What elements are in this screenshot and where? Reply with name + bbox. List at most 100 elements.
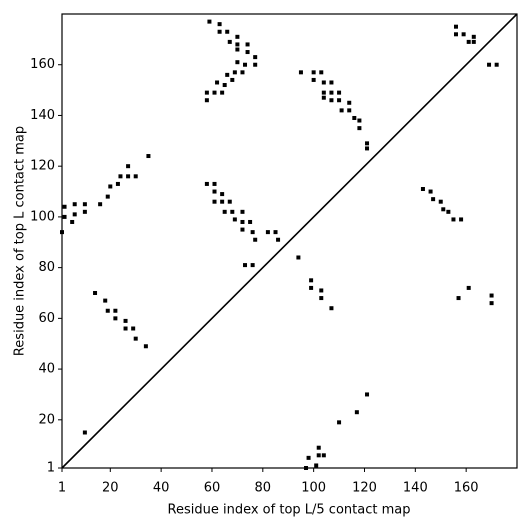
contact-point <box>248 219 253 224</box>
contact-point <box>215 80 220 85</box>
contact-point <box>253 62 258 67</box>
contact-point <box>459 217 464 222</box>
contact-point <box>298 70 303 75</box>
contact-point <box>240 70 245 75</box>
contact-point <box>420 187 425 192</box>
contact-point <box>329 80 334 85</box>
contact-point <box>245 50 250 55</box>
x-axis-label: Residue index of top L/5 contact map <box>168 503 411 518</box>
contact-point <box>265 230 270 235</box>
y-tick-label: 60 <box>38 311 55 326</box>
contact-point <box>461 32 466 37</box>
contact-point <box>441 207 446 212</box>
contact-point <box>339 108 344 113</box>
contact-point <box>133 336 138 341</box>
contact-point <box>118 174 123 179</box>
contact-point <box>62 204 67 209</box>
contact-point <box>316 453 321 458</box>
contact-point <box>245 42 250 47</box>
contact-point <box>438 199 443 204</box>
contact-point <box>204 98 209 103</box>
contact-point <box>225 72 230 77</box>
contact-point <box>354 410 359 415</box>
contact-point <box>347 108 352 113</box>
contact-point <box>494 62 499 67</box>
contact-point <box>240 209 245 214</box>
x-tick-label: 20 <box>102 481 119 496</box>
contact-point <box>306 455 311 460</box>
x-tick-label: 140 <box>403 481 428 496</box>
contact-point <box>428 189 433 194</box>
y-tick-label: 100 <box>30 209 55 224</box>
y-axis-label: Residue index of top L contact map <box>13 126 28 356</box>
contact-point <box>321 453 326 458</box>
contact-point <box>466 285 471 290</box>
x-tick-label: 100 <box>301 481 326 496</box>
contact-point <box>204 181 209 186</box>
y-tick-label: 120 <box>30 159 55 174</box>
contact-point <box>319 70 324 75</box>
x-tick-label: 160 <box>454 481 479 496</box>
contact-point <box>72 212 77 217</box>
contact-point <box>227 39 232 44</box>
contact-point <box>222 209 227 214</box>
contact-point <box>316 445 321 450</box>
contact-point <box>329 90 334 95</box>
y-tick-label: 40 <box>38 362 55 377</box>
contact-point <box>296 255 301 260</box>
contact-point <box>243 62 248 67</box>
contact-point <box>365 146 370 151</box>
y-tick-label: 80 <box>38 260 55 275</box>
contact-point <box>357 118 362 123</box>
contact-point <box>235 34 240 39</box>
contact-point <box>240 219 245 224</box>
contact-point <box>304 466 309 470</box>
contact-point <box>273 230 278 235</box>
contact-point <box>105 194 110 199</box>
contact-point <box>232 70 237 75</box>
contact-point <box>82 209 87 214</box>
contact-point <box>105 308 110 313</box>
x-tick-label: 80 <box>255 481 272 496</box>
contact-point <box>352 115 357 120</box>
contact-point <box>311 70 316 75</box>
contact-point <box>456 296 461 301</box>
contact-point <box>108 184 113 189</box>
contact-point <box>337 420 342 425</box>
contact-point <box>240 227 245 232</box>
contact-point <box>235 60 240 65</box>
contact-point <box>207 19 212 24</box>
contact-point <box>311 77 316 82</box>
contact-point <box>365 141 370 146</box>
contact-point <box>82 202 87 207</box>
contact-point <box>103 298 108 303</box>
contact-point <box>319 288 324 293</box>
contact-point <box>220 192 225 197</box>
contact-point <box>365 392 370 397</box>
contact-point <box>113 308 118 313</box>
contact-point <box>220 199 225 204</box>
y-tick-label: 1 <box>47 461 55 476</box>
contact-point <box>212 189 217 194</box>
contact-point <box>143 344 148 349</box>
contact-point <box>115 181 120 186</box>
contact-point <box>131 326 136 331</box>
contact-point <box>309 285 314 290</box>
contact-point <box>126 174 131 179</box>
contact-point <box>126 164 131 169</box>
contact-point <box>222 83 227 88</box>
contact-point <box>113 316 118 321</box>
contact-point <box>471 39 476 44</box>
contact-point <box>220 90 225 95</box>
contact-point <box>133 174 138 179</box>
contact-point <box>98 202 103 207</box>
contact-point <box>321 95 326 100</box>
contact-point <box>250 230 255 235</box>
contact-point <box>253 237 258 242</box>
contact-point <box>329 306 334 311</box>
contact-point <box>227 199 232 204</box>
contact-point <box>329 98 334 103</box>
contact-point <box>146 154 151 159</box>
contact-point <box>347 100 352 105</box>
contact-point <box>123 326 128 331</box>
